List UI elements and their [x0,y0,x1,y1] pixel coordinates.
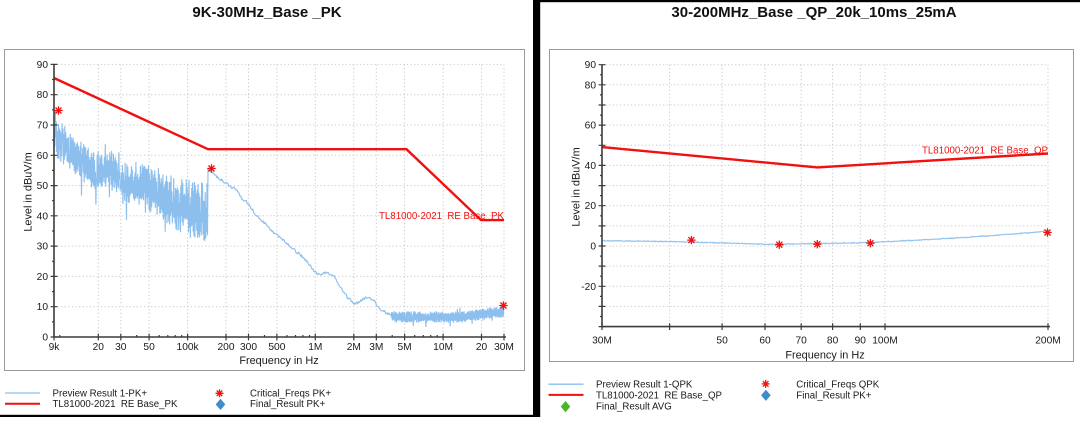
svg-text:30: 30 [115,342,127,353]
svg-text:60: 60 [585,121,597,132]
svg-text:TL81000-2021 RE Base_PK: TL81000-2021 RE Base_PK [53,399,178,410]
svg-text:3M: 3M [369,342,383,353]
svg-text:80: 80 [37,90,49,101]
svg-text:40: 40 [37,211,49,222]
svg-text:50: 50 [37,181,49,192]
svg-text:0: 0 [42,333,48,344]
svg-text:40: 40 [585,161,597,172]
svg-text:Critical_Freqs QPK: Critical_Freqs QPK [796,380,879,391]
svg-text:Level in dBuV/m: Level in dBuV/m [571,147,583,226]
svg-text:30: 30 [37,242,49,253]
svg-text:-20: -20 [581,282,596,293]
svg-text:50: 50 [716,336,728,347]
svg-text:1M: 1M [308,342,322,353]
svg-text:60: 60 [37,151,49,162]
svg-text:90: 90 [855,336,867,347]
svg-text:Frequency in Hz: Frequency in Hz [785,350,864,362]
svg-text:20: 20 [93,342,105,353]
svg-text:60: 60 [759,336,771,347]
svg-text:Frequency in Hz: Frequency in Hz [239,355,318,367]
svg-text:90: 90 [37,60,49,71]
svg-text:10: 10 [37,302,49,313]
svg-text:500: 500 [268,342,285,353]
svg-text:100M: 100M [872,336,897,347]
svg-text:20: 20 [585,201,597,212]
svg-text:5M: 5M [398,342,412,353]
svg-text:300: 300 [240,342,257,353]
svg-text:90: 90 [585,60,597,71]
svg-text:Critical_Freqs PK+: Critical_Freqs PK+ [250,388,331,399]
svg-text:Preview Result 1-PK+: Preview Result 1-PK+ [53,388,148,399]
svg-text:30M: 30M [592,336,612,347]
svg-text:200M: 200M [1035,336,1060,347]
svg-text:Final_Result AVG: Final_Result AVG [596,402,672,413]
svg-text:TL81000-2021 RE Base_PK: TL81000-2021 RE Base_PK [379,211,504,222]
svg-text:80: 80 [585,80,597,91]
svg-text:70: 70 [37,121,49,132]
svg-text:9k: 9k [49,342,61,353]
svg-text:30M: 30M [494,342,514,353]
svg-text:TL81000-2021 RE Base_QP: TL81000-2021 RE Base_QP [922,146,1048,157]
svg-text:Final_Result PK+: Final_Result PK+ [250,399,325,410]
svg-text:9K-30MHz_Base _PK: 9K-30MHz_Base _PK [192,4,341,21]
svg-text:10M: 10M [433,342,453,353]
svg-text:20: 20 [476,342,488,353]
svg-text:30-200MHz_Base _QP_20k_10ms_25: 30-200MHz_Base _QP_20k_10ms_25mA [671,4,956,21]
svg-text:Preview Result 1-QPK: Preview Result 1-QPK [596,380,693,391]
svg-text:Level in dBuV/m: Level in dBuV/m [23,152,35,231]
svg-text:Final_Result PK+: Final_Result PK+ [796,390,871,401]
svg-text:70: 70 [796,336,808,347]
svg-text:20: 20 [37,272,49,283]
svg-text:80: 80 [827,336,839,347]
svg-text:200: 200 [218,342,235,353]
svg-text:100k: 100k [177,342,200,353]
svg-text:50: 50 [143,342,155,353]
svg-text:2M: 2M [347,342,361,353]
svg-text:TL81000-2021 RE Base_QP: TL81000-2021 RE Base_QP [596,390,722,401]
svg-text:0: 0 [590,242,596,253]
